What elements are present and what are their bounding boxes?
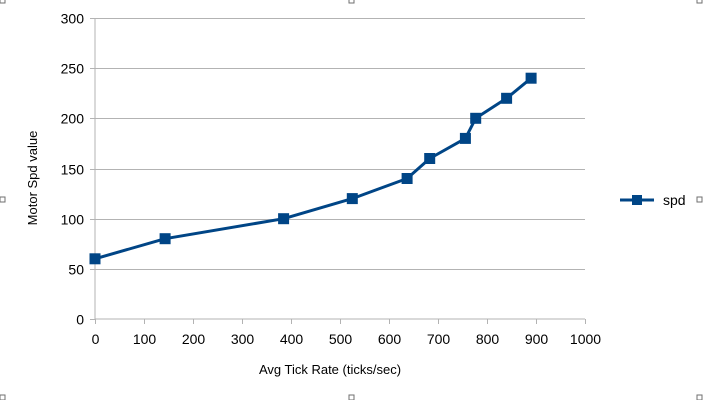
x-tick-label: 600: [378, 331, 402, 347]
selection-handle-bottom-left[interactable]: [0, 394, 6, 400]
x-tick-label: 800: [476, 331, 500, 347]
data-point-marker: [401, 173, 413, 184]
y-axis-title: Motor Spd value: [25, 131, 40, 226]
x-tick-label: 1000: [570, 331, 601, 347]
data-point-marker: [459, 132, 471, 144]
selection-handle-middle-left[interactable]: [0, 196, 6, 203]
selection-handle-bottom-right[interactable]: [696, 394, 703, 400]
x-tick-label: 500: [329, 331, 353, 347]
x-tick-label: 700: [427, 331, 451, 347]
y-tick-label: 0: [76, 312, 84, 328]
data-point-marker: [278, 213, 290, 225]
x-tick-labels: 0 100 200 300 400 500 600 700 800 900 1000: [92, 319, 601, 347]
x-tick-label: 900: [525, 331, 549, 347]
selection-handle-middle-right[interactable]: [696, 196, 703, 203]
y-tick-label: 50: [68, 262, 84, 278]
y-tick-label: 200: [61, 111, 85, 127]
data-point-marker: [470, 112, 482, 124]
x-tick-label: 200: [182, 331, 206, 347]
selection-handle-bottom-middle[interactable]: [348, 394, 355, 400]
data-point-marker: [501, 92, 513, 104]
x-axis-title: Avg Tick Rate (ticks/sec): [259, 362, 401, 377]
selection-handle-top-right[interactable]: [696, 0, 703, 4]
legend: spd: [620, 192, 686, 208]
axis-layer: [94, 18, 585, 320]
grid-layer: [95, 18, 585, 270]
selection-handle-top-left[interactable]: [0, 0, 6, 4]
data-point-marker: [89, 253, 101, 265]
data-point-marker: [346, 193, 358, 205]
y-tick-labels: 0 50 100 150 200 250 300: [61, 11, 95, 328]
y-tick-label: 100: [61, 212, 85, 228]
legend-label-spd: spd: [663, 192, 686, 208]
y-tick-label: 300: [61, 11, 85, 27]
data-point-marker: [525, 72, 537, 84]
y-tick-label: 150: [61, 162, 85, 178]
series-line-spd: [94, 77, 533, 261]
y-tick-label: 250: [61, 61, 85, 77]
series-layer: [89, 72, 537, 265]
x-tick-label: 100: [133, 331, 157, 347]
legend-marker-spd: [632, 195, 642, 205]
data-point-marker: [424, 153, 436, 164]
x-tick-label: 300: [231, 331, 255, 347]
x-tick-label: 400: [280, 331, 304, 347]
data-point-marker: [159, 233, 171, 245]
x-tick-label: 0: [92, 331, 100, 347]
selection-handle-top-middle[interactable]: [348, 0, 355, 4]
